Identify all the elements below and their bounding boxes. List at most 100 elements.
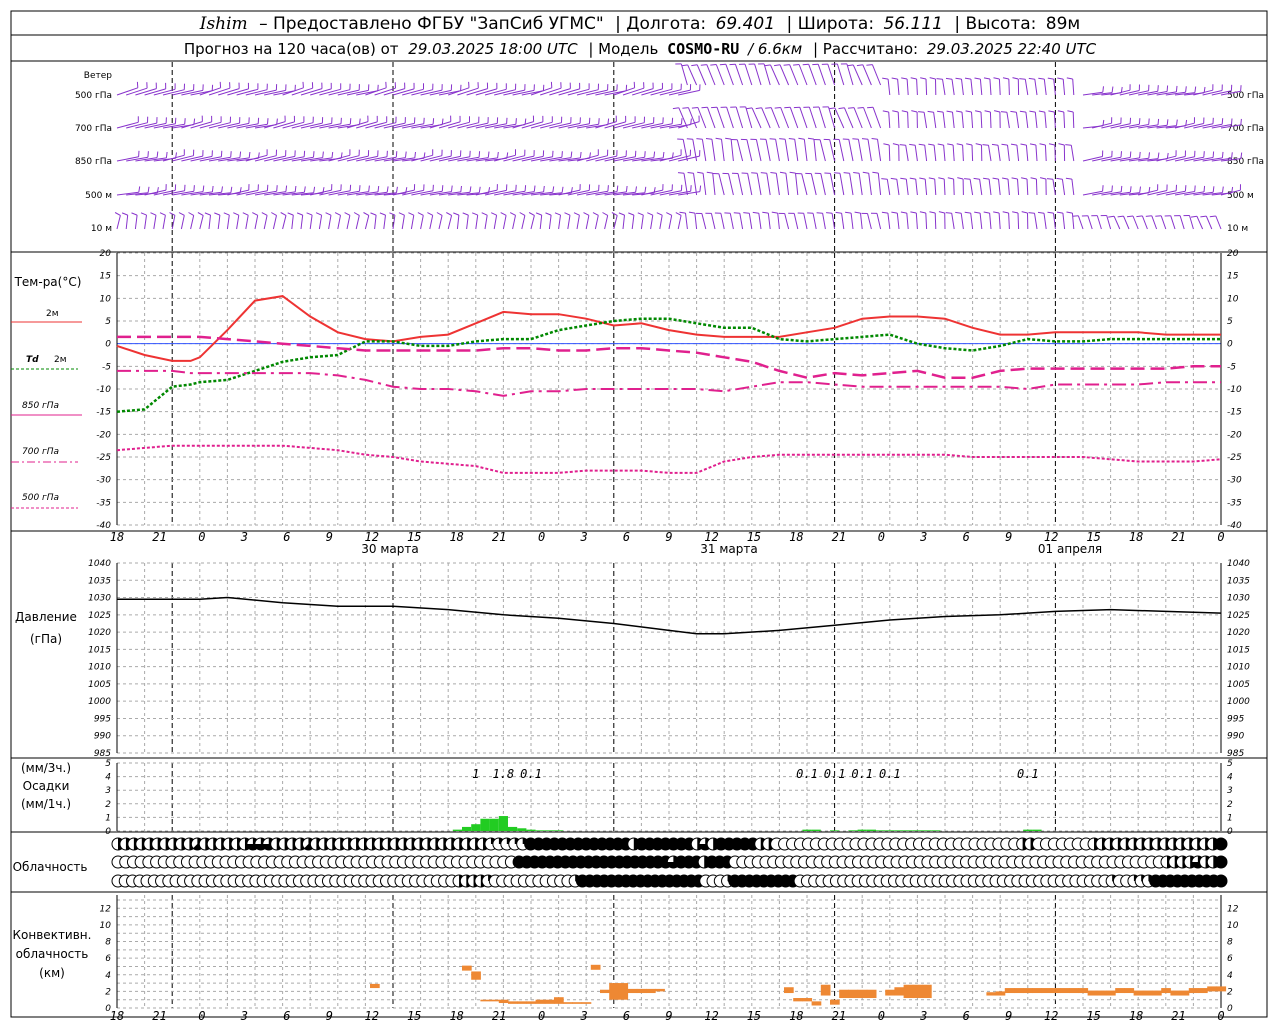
press-tick-right: 1020 [1227, 628, 1250, 638]
conv-bar [793, 998, 803, 1002]
wind-barb [494, 123, 516, 129]
wind-barb [1082, 156, 1103, 162]
wind-barb-feather [993, 211, 1000, 214]
wind-barb [925, 212, 928, 230]
wind-barb [896, 213, 900, 230]
wind-barb-feather [131, 212, 138, 216]
wind-barb-feather [432, 118, 435, 125]
conv-bar [646, 988, 656, 994]
conv-bar [1069, 988, 1079, 994]
conv-bar [1161, 988, 1171, 994]
pressure-axis-ticks: 1040 1040 1035 1035 1030 1030 1025 1025 1020 1020… [88, 559, 1250, 759]
wind-barb-feather [481, 212, 488, 216]
wind-barb [998, 78, 1001, 96]
wind-barb [457, 192, 480, 196]
wind-barb [1043, 79, 1047, 96]
day-label-3: 01 апреля [1038, 542, 1102, 556]
wind-barb [943, 145, 946, 162]
wind-barb [650, 189, 673, 196]
wind-barb-feather [771, 211, 778, 214]
wind-barb-feather [1240, 85, 1242, 92]
wind-barb-feather [965, 110, 972, 113]
wind-barb-feather [322, 151, 324, 158]
t850-line [117, 335, 1221, 379]
wind-barb [530, 87, 552, 96]
precip-tick-left: 3 [105, 786, 111, 796]
x-tick: 6 [283, 1009, 290, 1023]
wind-barb [411, 154, 433, 162]
wind-barb-feather [248, 151, 251, 158]
wind-barb [632, 88, 654, 96]
wind-barb-feather [453, 212, 460, 216]
wind-barb-feather [653, 151, 656, 158]
wind-barb [850, 213, 854, 230]
wind-barb [737, 173, 744, 196]
wind-barb-feather [353, 212, 360, 216]
wind-barb [970, 79, 974, 96]
wind-barb [1123, 215, 1130, 230]
legend-td-label2: 2м [54, 355, 67, 365]
wind-barb [803, 139, 808, 162]
precip-annotations: 1 1.8 0.1 0.1 0.1 0.1 0.1 0.1 [472, 767, 1038, 781]
precip-bar [876, 830, 886, 831]
wind-barb-feather [524, 118, 527, 125]
wind-barb-feather [221, 186, 223, 193]
wind-barb-feather [956, 143, 963, 146]
wind-barb [906, 78, 909, 96]
header-line-2: Прогноз на 120 часа(ов) от 29.03.2025 18… [184, 40, 1097, 58]
wind-barb [1062, 79, 1066, 96]
wind-barb [685, 213, 688, 230]
conv-tick-right: 0 [1227, 1004, 1233, 1014]
wind-barb [475, 88, 498, 96]
wind-barb-feather [436, 212, 443, 216]
wind-barb [725, 64, 734, 86]
wind-barb-feather [856, 64, 863, 67]
wind-barb [484, 215, 488, 230]
precip-bar [894, 830, 904, 831]
wind-barb-feather [573, 212, 580, 216]
wind-barb [521, 215, 526, 230]
wind-barb [951, 79, 955, 96]
wind-barb [989, 78, 992, 96]
legend-2m: 2м [11, 309, 82, 323]
conv-bar [986, 992, 997, 996]
temp-series [116, 295, 1222, 474]
day-label-1: 30 марта [361, 542, 418, 556]
wind-barb-feather [230, 151, 232, 158]
wind-barb [411, 123, 434, 129]
wind-barb [438, 121, 461, 129]
conv-unit: (км) [39, 966, 65, 980]
x-tick: 21 [832, 1009, 846, 1023]
precip-bar [498, 816, 508, 831]
wind-barb-feather [561, 151, 563, 158]
temp-tick-right: 15 [1227, 272, 1239, 282]
wind-barb-feather [1002, 177, 1009, 180]
wind-barb [429, 215, 434, 230]
wind-barb [831, 213, 836, 230]
wind-barb [751, 107, 762, 129]
wind-barb-feather [469, 186, 472, 193]
wind-barb [1211, 157, 1232, 162]
wind-barb-feather [699, 185, 702, 192]
temp-tick-right: 5 [1227, 317, 1233, 327]
wind-barb-feather [774, 107, 781, 109]
wind-barb [227, 88, 249, 96]
wind-barb-feather [519, 212, 526, 216]
wind-barb [457, 87, 479, 96]
wind-barb-feather [441, 185, 444, 192]
x-tick: 0 [198, 530, 205, 544]
wind-barb [1202, 192, 1223, 196]
wind-barb [718, 173, 725, 196]
wind-barb [906, 213, 909, 230]
wind-barb-feather [114, 212, 121, 216]
wind-barb [1193, 123, 1214, 129]
wind-barb-feather [1030, 177, 1037, 180]
wind-barb [512, 215, 516, 230]
wind-barb [494, 190, 516, 196]
wind-level-850hpa-right: 850 гПа [1227, 157, 1264, 167]
wind-barb-feather [733, 212, 740, 214]
wind-barb [494, 154, 516, 162]
wind-barb [503, 190, 526, 196]
wind-barb-feather [607, 185, 609, 192]
wind-barb [716, 107, 725, 129]
